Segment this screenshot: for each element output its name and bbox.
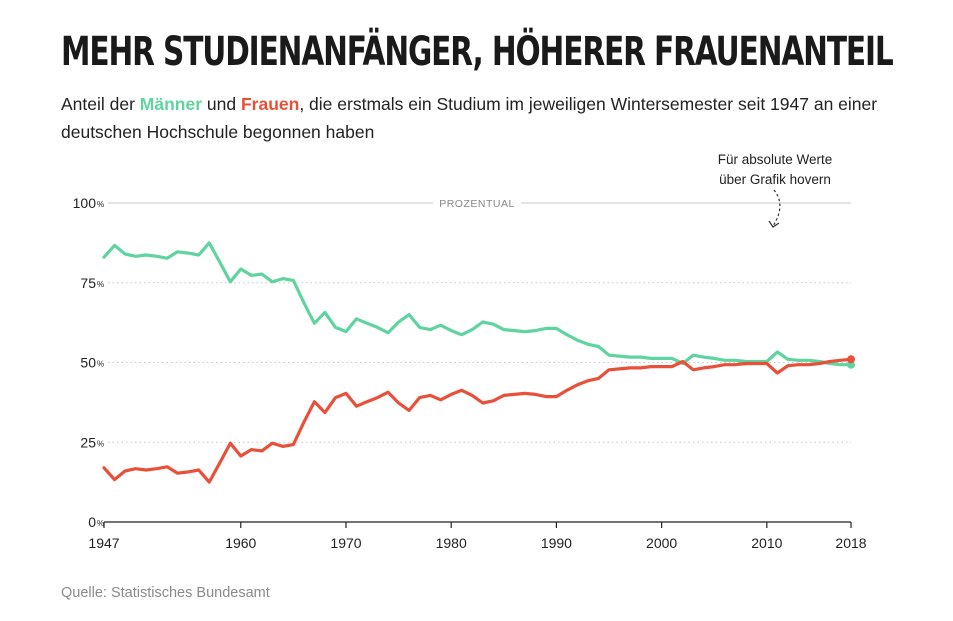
hint-arrowhead-icon (768, 220, 780, 228)
hover-hint-line-2: über Grafik hovern (719, 172, 831, 187)
gridlines: PROZENTUAL (108, 198, 851, 443)
hover-hint: Für absolute Werte über Grafik hovern (695, 150, 855, 190)
y-tick-unit-100: % (97, 200, 104, 209)
x-tick-label-1970: 1970 (330, 535, 361, 551)
y-tick-label-100: 100 (73, 195, 97, 211)
y-tick-unit-50: % (97, 360, 104, 369)
series-end-point-women[interactable] (847, 355, 855, 364)
unit-label: PROZENTUAL (439, 198, 515, 210)
series-lines[interactable] (102, 241, 855, 484)
hint-arrow-icon (772, 189, 781, 227)
x-tick-label-1960: 1960 (225, 535, 256, 551)
chart-subtitle: Anteil der Männer und Frauen, die erstma… (61, 90, 881, 146)
x-tick-label-1990: 1990 (541, 535, 572, 551)
x-tick-label-1947: 1947 (88, 535, 119, 551)
x-tick-label-1980: 1980 (436, 535, 467, 551)
x-tick-label-2000: 2000 (646, 535, 677, 551)
subtitle-text-mid: und (202, 94, 241, 114)
series-line-women[interactable] (102, 357, 853, 484)
subtitle-text-start: Anteil der (61, 94, 140, 114)
x-tick-label-2018: 2018 (835, 535, 866, 551)
legend-women: Frauen (240, 94, 300, 114)
y-tick-unit-75: % (97, 280, 104, 289)
page-title: MEHR STUDIENANFÄNGER, HÖHERER FRAUENANTE… (61, 29, 894, 75)
data-source: Quelle: Statistisches Bundesamt (61, 585, 270, 601)
y-tick-label-75: 75 (80, 275, 96, 291)
axes: 0 %25 %50 %75 %100 %1947 1960 1970 1980 1990 2000 2… (73, 195, 867, 551)
y-tick-label-50: 50 (80, 355, 96, 371)
subtitle-text-end: , die erstmals ein Studium im jeweiligen… (61, 94, 878, 142)
hover-hint-line-1: Für absolute Werte (717, 152, 833, 167)
y-tick-unit-25: % (97, 439, 104, 448)
y-tick-label-0: 0 (88, 514, 96, 530)
y-tick-label-25: 25 (80, 434, 96, 450)
x-tick-label-2010: 2010 (751, 535, 782, 551)
y-tick-unit-0: % (97, 519, 104, 528)
legend-men: Männer (139, 94, 203, 114)
series-line-men[interactable] (102, 241, 853, 367)
